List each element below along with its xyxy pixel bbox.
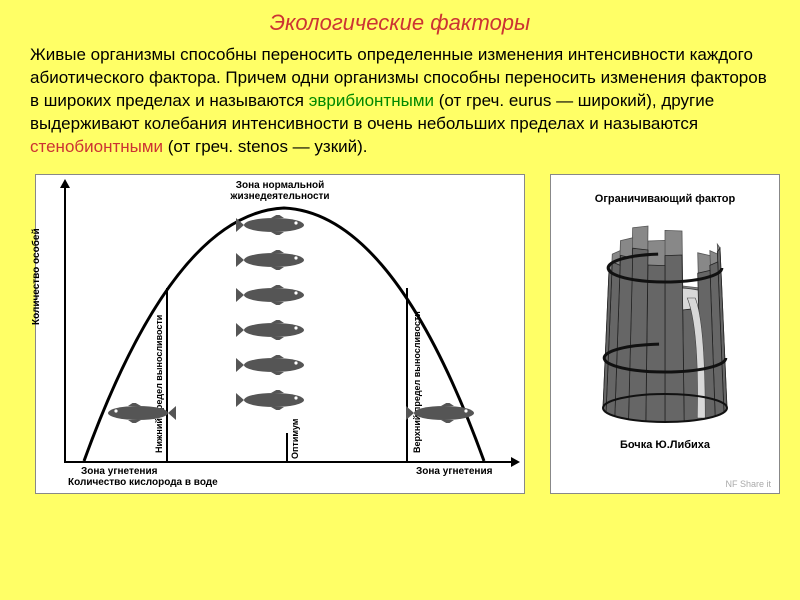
y-axis-label: Количество особей xyxy=(31,228,42,325)
chart-top-label: Зона нормальной жизнедеятельности xyxy=(230,180,329,202)
term-stenobiont: стенобионтными xyxy=(30,137,163,156)
liebig-barrel-box: Ограничивающий фактор Бочка Ю.Либиха NF … xyxy=(550,174,780,494)
fish-icon xyxy=(236,390,316,410)
fish-icon xyxy=(406,403,486,423)
barrel-title: Ограничивающий фактор xyxy=(551,193,779,205)
lower-limit-label: Нижний предел выносливости xyxy=(154,314,164,452)
zone-right-label: Зона угнетения xyxy=(416,466,492,477)
zone-left-label: Зона угнетения xyxy=(81,466,157,477)
fish-icon xyxy=(236,320,316,340)
upper-limit-label: Верхний предел выносливости xyxy=(412,311,422,453)
term-eurybiont: эврибионтными xyxy=(309,91,434,110)
main-paragraph: Живые организмы способны переносить опре… xyxy=(0,44,800,169)
barrel-svg xyxy=(580,218,750,428)
fish-icon xyxy=(236,250,316,270)
top-label-1: Зона нормальной xyxy=(236,180,325,191)
page-title: Экологические факторы xyxy=(0,0,800,44)
fish-icon xyxy=(236,355,316,375)
para-part3: (от греч. stenos — узкий). xyxy=(163,137,367,156)
fish-icon xyxy=(236,215,316,235)
vline-lower xyxy=(166,288,168,463)
diagram-area: Количество особей Количество кислорода в… xyxy=(0,174,800,514)
tolerance-chart: Количество особей Количество кислорода в… xyxy=(35,174,525,494)
watermark: NF Share it xyxy=(725,479,771,489)
top-label-2: жизнедеятельности xyxy=(230,191,329,202)
fish-icon xyxy=(236,285,316,305)
optimum-label: Оптимум xyxy=(290,418,300,458)
barrel-caption: Бочка Ю.Либиха xyxy=(551,439,779,451)
x-axis-label: Количество кислорода в воде xyxy=(68,477,218,488)
vline-upper xyxy=(406,288,408,463)
vline-optimum xyxy=(286,433,288,463)
fish-icon xyxy=(96,403,176,423)
